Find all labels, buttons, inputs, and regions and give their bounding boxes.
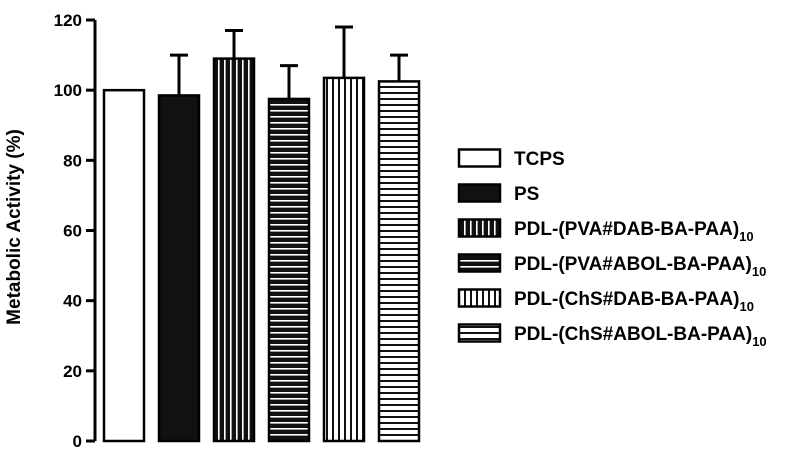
legend-item: PDL-(ChS#DAB-BA-PAA)10 (457, 288, 754, 314)
legend-item: PDL-(PVA#DAB-BA-PAA)10 (457, 218, 754, 244)
legend-swatch (457, 218, 502, 238)
legend-label: PDL-(PVA#ABOL-BA-PAA)10 (514, 254, 766, 279)
y-tick-label: 60 (63, 222, 82, 241)
legend-item: PS (457, 183, 539, 205)
bar-group (157, 53, 201, 443)
legend-label: PS (514, 184, 539, 205)
legend-label: PDL-(ChS#DAB-BA-PAA)10 (514, 289, 754, 314)
bar (157, 94, 201, 443)
legend-item: PDL-(ChS#ABOL-BA-PAA)10 (457, 323, 767, 349)
bar-group (212, 29, 256, 443)
y-tick-label: 40 (63, 292, 82, 311)
legend-swatch (457, 253, 502, 273)
legend-label: PDL-(PVA#DAB-BA-PAA)10 (514, 219, 754, 244)
y-tick-label: 80 (63, 151, 82, 170)
plot-area: 0 20 40 60 80 100 120 (54, 11, 421, 449)
y-tick-label: 120 (54, 11, 82, 30)
legend: TCPS PS PDL-(PVA#DAB-BA-PAA)10 PDL-(PVA#ABO… (457, 148, 767, 349)
y-tick-label: 20 (63, 362, 82, 381)
legend-swatch (457, 288, 502, 308)
bar (212, 57, 256, 443)
legend-item: PDL-(PVA#ABOL-BA-PAA)10 (457, 253, 766, 279)
bar-group (102, 88, 146, 443)
legend-swatch (457, 323, 502, 343)
bar-group (322, 25, 366, 443)
bar (322, 76, 366, 443)
legend-item: TCPS (457, 148, 565, 170)
legend-swatch (457, 183, 502, 203)
bar (377, 80, 421, 443)
y-tick-label: 100 (54, 81, 82, 100)
legend-label: TCPS (514, 149, 565, 170)
y-tick-label: 0 (73, 432, 82, 449)
bar-group (267, 64, 311, 443)
legend-swatch (457, 148, 502, 168)
y-axis-title: Metabolic Activity (%) (4, 129, 25, 325)
bar-group (377, 53, 421, 443)
bar (267, 97, 311, 443)
bar (102, 88, 146, 443)
legend-label: PDL-(ChS#ABOL-BA-PAA)10 (514, 324, 767, 349)
